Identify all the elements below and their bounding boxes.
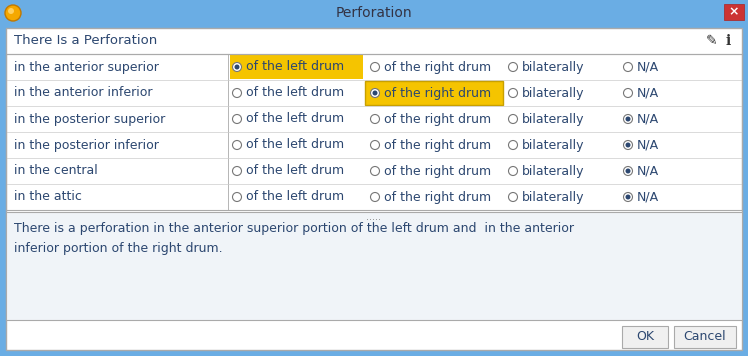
Circle shape: [624, 193, 633, 201]
Text: bilaterally: bilaterally: [522, 190, 584, 204]
Circle shape: [370, 167, 379, 176]
Text: .....: .....: [367, 212, 381, 222]
Circle shape: [233, 115, 242, 124]
Circle shape: [625, 142, 631, 147]
Circle shape: [509, 89, 518, 98]
Text: of the right drum: of the right drum: [384, 87, 491, 99]
Text: of the right drum: of the right drum: [384, 61, 491, 73]
Text: N/A: N/A: [637, 61, 659, 73]
Text: bilaterally: bilaterally: [522, 87, 584, 99]
Circle shape: [509, 115, 518, 124]
Text: bilaterally: bilaterally: [522, 112, 584, 126]
Text: bilaterally: bilaterally: [522, 61, 584, 73]
Text: of the left drum: of the left drum: [246, 112, 344, 126]
Text: There is a perforation in the anterior superior portion of the left drum and  in: There is a perforation in the anterior s…: [14, 222, 574, 255]
Text: of the left drum: of the left drum: [246, 61, 344, 73]
Text: bilaterally: bilaterally: [522, 138, 584, 152]
Circle shape: [5, 5, 21, 21]
Text: of the right drum: of the right drum: [384, 164, 491, 178]
Text: N/A: N/A: [637, 112, 659, 126]
Text: in the posterior inferior: in the posterior inferior: [14, 138, 159, 152]
Circle shape: [624, 167, 633, 176]
Circle shape: [625, 168, 631, 173]
FancyBboxPatch shape: [230, 55, 363, 79]
Circle shape: [233, 89, 242, 98]
FancyBboxPatch shape: [365, 81, 503, 105]
Text: of the left drum: of the left drum: [246, 164, 344, 178]
Circle shape: [370, 141, 379, 150]
Circle shape: [509, 167, 518, 176]
FancyBboxPatch shape: [622, 326, 668, 348]
Circle shape: [509, 63, 518, 72]
Circle shape: [624, 141, 633, 150]
Circle shape: [370, 63, 379, 72]
Circle shape: [370, 193, 379, 201]
Text: N/A: N/A: [637, 164, 659, 178]
Text: in the anterior superior: in the anterior superior: [14, 61, 159, 73]
Circle shape: [625, 116, 631, 121]
Text: of the right drum: of the right drum: [384, 190, 491, 204]
Text: of the right drum: of the right drum: [384, 112, 491, 126]
Circle shape: [233, 63, 242, 72]
Circle shape: [624, 89, 633, 98]
Text: N/A: N/A: [637, 138, 659, 152]
Circle shape: [233, 167, 242, 176]
Text: of the right drum: of the right drum: [384, 138, 491, 152]
Text: in the anterior inferior: in the anterior inferior: [14, 87, 153, 99]
Text: N/A: N/A: [637, 87, 659, 99]
Circle shape: [373, 90, 378, 95]
Text: ✎: ✎: [706, 34, 718, 48]
Text: Cancel: Cancel: [684, 330, 726, 344]
Circle shape: [625, 194, 631, 199]
FancyBboxPatch shape: [724, 4, 744, 20]
Text: OK: OK: [636, 330, 654, 344]
Text: N/A: N/A: [637, 190, 659, 204]
Circle shape: [235, 64, 239, 69]
Text: i: i: [726, 34, 731, 48]
Text: There Is a Perforation: There Is a Perforation: [14, 35, 157, 47]
Text: bilaterally: bilaterally: [522, 164, 584, 178]
Circle shape: [370, 115, 379, 124]
FancyBboxPatch shape: [6, 28, 742, 350]
Circle shape: [509, 193, 518, 201]
Circle shape: [8, 8, 14, 14]
Circle shape: [509, 141, 518, 150]
Text: in the attic: in the attic: [14, 190, 82, 204]
Text: in the posterior superior: in the posterior superior: [14, 112, 165, 126]
Text: of the left drum: of the left drum: [246, 138, 344, 152]
Circle shape: [233, 193, 242, 201]
FancyBboxPatch shape: [674, 326, 736, 348]
Text: of the left drum: of the left drum: [246, 87, 344, 99]
Circle shape: [370, 89, 379, 98]
Circle shape: [233, 141, 242, 150]
Text: of the left drum: of the left drum: [246, 190, 344, 204]
FancyBboxPatch shape: [6, 212, 742, 320]
Circle shape: [624, 63, 633, 72]
FancyBboxPatch shape: [0, 0, 748, 26]
Text: in the central: in the central: [14, 164, 98, 178]
Text: ×: ×: [729, 5, 739, 19]
Circle shape: [624, 115, 633, 124]
Text: Perforation: Perforation: [336, 6, 412, 20]
